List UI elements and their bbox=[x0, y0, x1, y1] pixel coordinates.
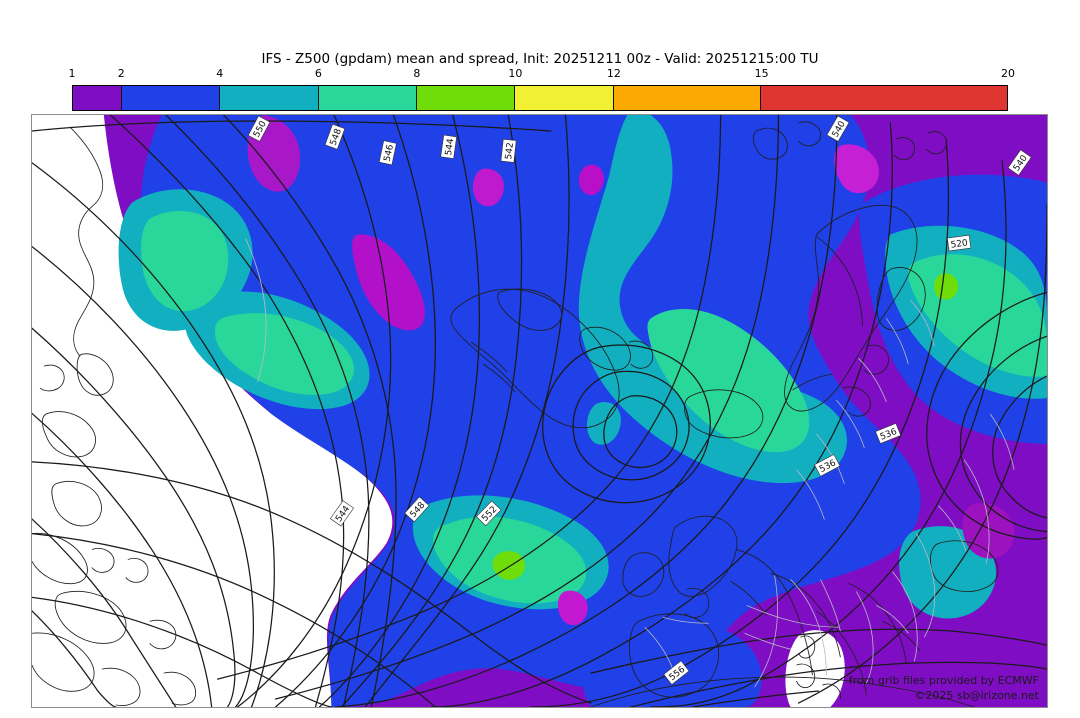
colorbar-tick-1: 1 bbox=[68, 67, 76, 80]
spread-band-8-10 bbox=[492, 273, 959, 580]
country-borders bbox=[245, 238, 1015, 688]
colorbar-segment-2-4 bbox=[122, 86, 221, 110]
colorbar-segment-15-20 bbox=[761, 86, 1007, 110]
svg-text:544: 544 bbox=[444, 138, 456, 157]
colorbar-segment-1-2 bbox=[73, 86, 123, 110]
colorbar-gradient bbox=[72, 85, 1008, 111]
colorbar-segment-6-8 bbox=[318, 86, 418, 110]
page-title: IFS - Z500 (gpdam) mean and spread, Init… bbox=[261, 51, 819, 67]
colorbar-tick-6: 6 bbox=[314, 67, 322, 80]
svg-text:546: 546 bbox=[383, 143, 396, 162]
contour-labels: 550 548 546 544 bbox=[247, 115, 1032, 685]
contour-lines bbox=[32, 115, 1047, 707]
colorbar-segment-12-15 bbox=[613, 86, 762, 110]
colorbar-tick-10: 10 bbox=[508, 67, 523, 80]
svg-text:542: 542 bbox=[504, 142, 516, 160]
colorbar-tick-2: 2 bbox=[117, 67, 125, 80]
colorbar: 1 2 4 6 8 10 12 15 20 bbox=[69, 67, 1015, 111]
map-canvas[interactable]: 550 548 546 544 bbox=[31, 114, 1048, 708]
colorbar-tick-15: 15 bbox=[754, 67, 769, 80]
colorbar-segment-4-6 bbox=[220, 86, 319, 110]
colorbar-tick-4: 4 bbox=[216, 67, 224, 80]
map-svg: 550 548 546 544 bbox=[32, 115, 1047, 707]
colorbar-tick-12: 12 bbox=[606, 67, 621, 80]
low-spread-white-patch bbox=[785, 630, 845, 707]
coastlines bbox=[32, 121, 999, 707]
colorbar-segment-8-10 bbox=[417, 86, 516, 110]
colorbar-tick-labels: 1 2 4 6 8 10 12 15 20 bbox=[68, 67, 1016, 83]
svg-text:520: 520 bbox=[950, 238, 969, 250]
colorbar-segment-10-12 bbox=[515, 86, 614, 110]
colorbar-tick-20: 20 bbox=[1001, 67, 1015, 80]
colorbar-tick-8: 8 bbox=[413, 67, 421, 80]
